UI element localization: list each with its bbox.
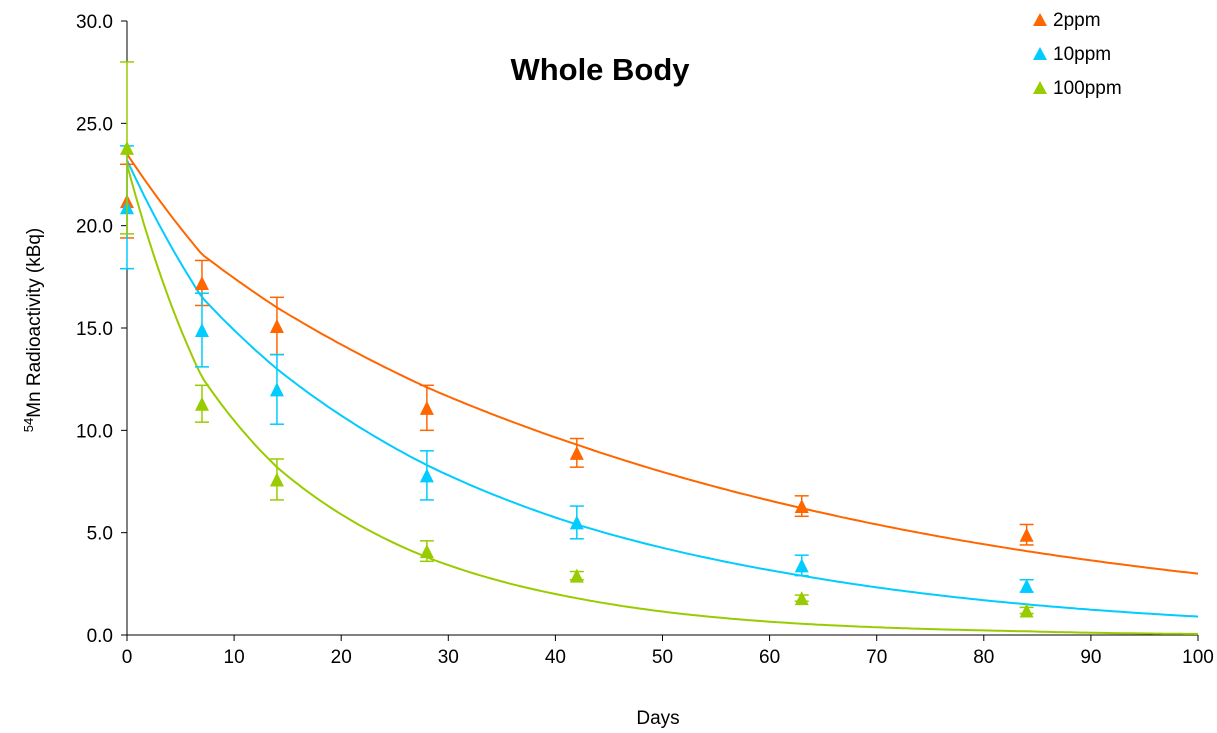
x-tick-label: 60 xyxy=(759,647,780,668)
legend-label-2ppm: 2ppm xyxy=(1053,10,1101,31)
legend-label-100ppm: 100ppm xyxy=(1053,78,1122,99)
data-point-100ppm xyxy=(1019,603,1034,618)
data-point-10ppm xyxy=(794,558,809,573)
data-point-2ppm xyxy=(269,318,284,333)
data-point-2ppm xyxy=(194,275,209,290)
data-point-10ppm xyxy=(569,515,584,530)
x-axis-title: Days xyxy=(636,708,679,729)
data-point-100ppm xyxy=(794,591,809,606)
fit-curve-2ppm xyxy=(126,153,1199,575)
legend-marker-10ppm xyxy=(1033,47,1047,60)
data-point-100ppm xyxy=(120,140,134,155)
legend: 2ppm 10ppm 100ppm xyxy=(1033,10,1122,99)
legend-label-10ppm: 10ppm xyxy=(1053,44,1111,65)
data-points xyxy=(120,61,1034,618)
data-point-100ppm xyxy=(419,544,434,559)
data-point-10ppm xyxy=(419,468,434,483)
y-axis-title: 54Mn Radioactivity (kBq) xyxy=(21,228,45,433)
x-tick-label: 10 xyxy=(224,647,245,668)
x-tick-label: 30 xyxy=(438,647,459,668)
x-tick-label: 20 xyxy=(331,647,352,668)
y-tick-label: 25.0 xyxy=(76,114,113,135)
fit-curve-10ppm xyxy=(126,159,1199,618)
data-point-2ppm xyxy=(419,400,434,415)
y-tick-label: 20.0 xyxy=(76,217,113,238)
plot-axes: 0 10 20 30 40 50 60 70 80 90 100 0.0 5.0 10.0 15.0 20.0… xyxy=(76,12,1214,668)
data-point-100ppm xyxy=(194,396,209,411)
data-point-100ppm xyxy=(269,472,284,487)
data-point-10ppm xyxy=(1019,578,1034,593)
y-tick-label: 15.0 xyxy=(76,319,113,340)
x-tick-label: 70 xyxy=(866,647,887,668)
y-axis-title-text: Mn Radioactivity (kBq) xyxy=(24,228,45,418)
fit-curves xyxy=(126,153,1199,635)
x-tick-label: 40 xyxy=(545,647,566,668)
y-axis-isotope-superscript: 54 xyxy=(21,418,36,432)
legend-marker-100ppm xyxy=(1033,81,1047,94)
x-tick-label: 100 xyxy=(1182,647,1214,668)
y-tick-label: 10.0 xyxy=(76,421,113,442)
legend-marker-2ppm xyxy=(1033,13,1047,26)
data-point-10ppm xyxy=(194,323,209,338)
chart-title: Whole Body xyxy=(510,52,690,87)
x-tick-label: 0 xyxy=(122,647,133,668)
data-point-2ppm xyxy=(1019,527,1034,542)
x-tick-label: 50 xyxy=(652,647,673,668)
data-point-2ppm xyxy=(569,445,584,460)
x-tick-label: 90 xyxy=(1080,647,1101,668)
y-tick-label: 0.0 xyxy=(87,626,113,647)
x-tick-label: 80 xyxy=(973,647,994,668)
fit-curve-100ppm xyxy=(126,164,1199,635)
data-point-2ppm xyxy=(794,499,809,514)
data-point-10ppm xyxy=(269,382,284,397)
data-point-100ppm xyxy=(569,568,584,583)
y-tick-label: 30.0 xyxy=(76,12,113,33)
y-tick-label: 5.0 xyxy=(87,524,113,545)
